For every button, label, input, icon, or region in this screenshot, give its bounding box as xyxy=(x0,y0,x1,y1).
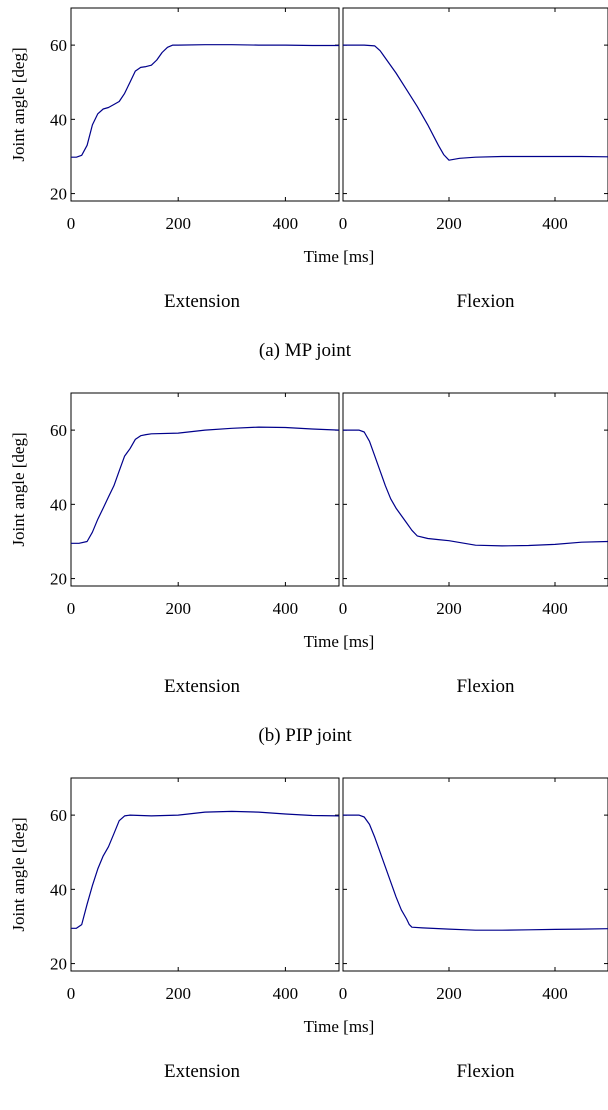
x-tick-label: 0 xyxy=(339,984,348,1003)
x-tick-label: 400 xyxy=(542,984,568,1003)
x-tick-label: 0 xyxy=(339,214,348,233)
x-tick-label: 400 xyxy=(542,599,568,618)
y-tick-label: 60 xyxy=(50,421,67,440)
plot-frame xyxy=(342,7,608,202)
plot-frame xyxy=(70,7,340,202)
x-tick-label: 200 xyxy=(165,214,191,233)
condition-label: Extension xyxy=(164,291,240,312)
x-tick-label: 200 xyxy=(165,599,191,618)
y-tick-label: 60 xyxy=(50,806,67,825)
x-tick-label: 0 xyxy=(67,984,76,1003)
x-tick-label: 0 xyxy=(339,599,348,618)
x-tick-label: 400 xyxy=(273,214,299,233)
y-tick-label: 40 xyxy=(50,495,67,514)
x-axis-label: Time [ms] xyxy=(304,247,375,266)
y-axis-label: Joint angle [deg] xyxy=(9,432,28,546)
y-tick-label: 20 xyxy=(50,570,67,589)
subplot-2-1: 0 200 400 Flexion xyxy=(339,777,608,1082)
y-axis-label: Joint angle [deg] xyxy=(9,47,28,161)
y-tick-label: 20 xyxy=(50,955,67,974)
panel-2: Joint angle [deg]Time [ms](c) DIP joint xyxy=(9,817,375,1036)
subplot-1-1: 0 200 400 Flexion xyxy=(339,392,608,697)
x-tick-label: 200 xyxy=(165,984,191,1003)
panel-caption: (b) PIP joint xyxy=(258,725,352,746)
condition-label: Extension xyxy=(164,676,240,697)
x-tick-label: 400 xyxy=(273,599,299,618)
y-tick-label: 40 xyxy=(50,880,67,899)
subplot-2-0: 20 40 60 0 200 400 Extension xyxy=(50,777,340,1082)
y-tick-label: 60 xyxy=(50,36,67,55)
x-tick-label: 0 xyxy=(67,214,76,233)
x-tick-label: 200 xyxy=(436,599,462,618)
y-tick-label: 20 xyxy=(50,185,67,204)
x-tick-label: 400 xyxy=(273,984,299,1003)
plot-frame xyxy=(342,777,608,972)
subplot-0-1: 0 200 400 Flexion xyxy=(339,7,608,312)
x-axis-label: Time [ms] xyxy=(304,1017,375,1036)
y-axis-label: Joint angle [deg] xyxy=(9,817,28,931)
panel-0: Joint angle [deg] Time [ms] (a) MP joint xyxy=(9,47,374,361)
condition-label: Extension xyxy=(164,1061,240,1082)
series-line xyxy=(71,44,339,158)
series-line xyxy=(71,426,340,544)
plot-frame xyxy=(70,392,340,587)
x-tick-label: 200 xyxy=(436,984,462,1003)
y-tick-label: 40 xyxy=(50,110,67,129)
plot-frame xyxy=(70,777,340,972)
condition-label: Flexion xyxy=(456,291,515,312)
subplot-1-0: 20 40 60 0 200 400 Extension xyxy=(50,392,340,697)
subplot-0-0: 20 40 60 0 200 400 Extension xyxy=(50,7,340,312)
panel-1: Joint angle [deg] Time [ms] (b) PIP joint xyxy=(9,432,374,746)
series-line xyxy=(71,810,340,929)
condition-label: Flexion xyxy=(456,1061,515,1082)
x-tick-label: 200 xyxy=(436,214,462,233)
condition-label: Flexion xyxy=(456,676,515,697)
x-axis-label: Time [ms] xyxy=(304,632,375,651)
plot-frame xyxy=(342,392,608,587)
series-line xyxy=(343,814,608,931)
panel-caption: (a) MP joint xyxy=(259,340,352,361)
x-tick-label: 0 xyxy=(67,599,76,618)
x-tick-label: 400 xyxy=(542,214,568,233)
series-line xyxy=(343,44,608,161)
series-line xyxy=(343,429,608,547)
